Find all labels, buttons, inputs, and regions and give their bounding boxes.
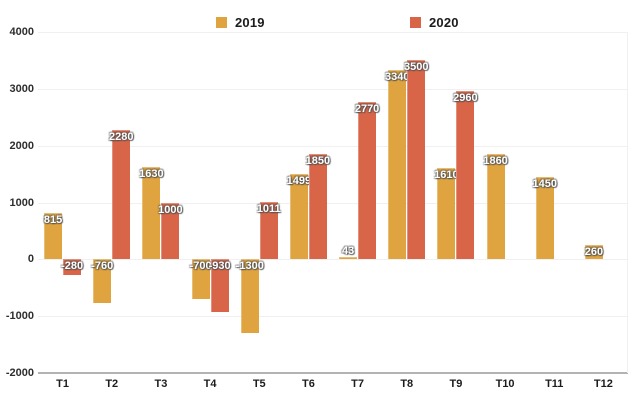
legend-label-2020: 2020 (429, 14, 459, 30)
y-gridline (38, 145, 628, 147)
bar-2020-T2[interactable] (112, 129, 131, 260)
bar-2020-T9[interactable] (456, 91, 475, 260)
y-axis-tick-label: 3000 (9, 82, 34, 95)
y-gridline (38, 202, 628, 204)
bar-2019-T6[interactable] (289, 174, 308, 260)
bar-2019-T1[interactable] (44, 213, 63, 260)
x-axis-tick-label-T6: T6 (301, 378, 315, 390)
y-axis-tick-label: 4000 (9, 26, 34, 38)
bar-2020-T7[interactable] (358, 101, 377, 260)
x-axis-tick-label-T1: T1 (56, 378, 69, 390)
y-axis-tick-label: -1000 (5, 310, 34, 323)
chart-legend: 2019 2020 (0, 15, 640, 31)
y-axis-tick-label: 0 (27, 253, 34, 266)
bar-2019-T10[interactable] (486, 153, 505, 260)
bar-2019-T5[interactable] (240, 259, 259, 334)
bar-2019-T3[interactable] (142, 166, 161, 260)
y-gridline (38, 316, 628, 318)
legend-swatch-2019 (216, 16, 227, 28)
y-gridline (38, 259, 628, 261)
bar-2019-T11[interactable] (535, 176, 554, 260)
x-axis-tick-label-T8: T8 (400, 378, 414, 390)
x-axis-tick-label-T9: T9 (449, 378, 463, 390)
bar-2020-T6[interactable] (308, 154, 327, 260)
bar-2019-T9[interactable] (437, 167, 456, 260)
bar-2020-T1[interactable] (63, 259, 82, 276)
x-axis-tick-label-T10: T10 (495, 378, 515, 390)
y-axis-tick-label: 1000 (9, 196, 34, 209)
bar-2019-T4[interactable] (191, 259, 210, 300)
y-axis-tick-label: 2000 (9, 139, 34, 152)
bar-2020-T4[interactable] (210, 259, 229, 313)
legend-item-2020[interactable]: 2020 (410, 14, 459, 30)
legend-item-2019[interactable]: 2019 (216, 14, 265, 30)
bar-2019-T2[interactable] (93, 259, 112, 303)
bar-2020-T5[interactable] (259, 201, 278, 260)
bar-2019-T12[interactable] (584, 244, 603, 260)
x-axis-line (38, 372, 628, 374)
x-axis-tick-label-T11: T11 (545, 378, 564, 390)
legend-label-2019: 2019 (235, 14, 265, 30)
x-axis-tick-label-T3: T3 (154, 378, 168, 390)
bar-2020-T8[interactable] (407, 60, 426, 260)
y-axis-tick-label: -2000 (5, 367, 34, 379)
x-axis-tick-label-T7: T7 (351, 378, 364, 390)
bar-2020-T3[interactable] (161, 202, 180, 260)
bar-2019-T8[interactable] (388, 69, 407, 260)
plot-right-border (627, 32, 628, 373)
x-axis-tick-label-T5: T5 (252, 378, 266, 390)
x-axis-tick-label-T12: T12 (593, 378, 613, 390)
legend-swatch-2020 (410, 16, 421, 28)
x-axis-tick-label-T2: T2 (105, 378, 119, 390)
x-axis-tick-label-T4: T4 (203, 378, 217, 390)
y-gridline (38, 88, 628, 90)
y-gridline (38, 32, 628, 33)
bar-2019-T7[interactable] (339, 256, 358, 260)
